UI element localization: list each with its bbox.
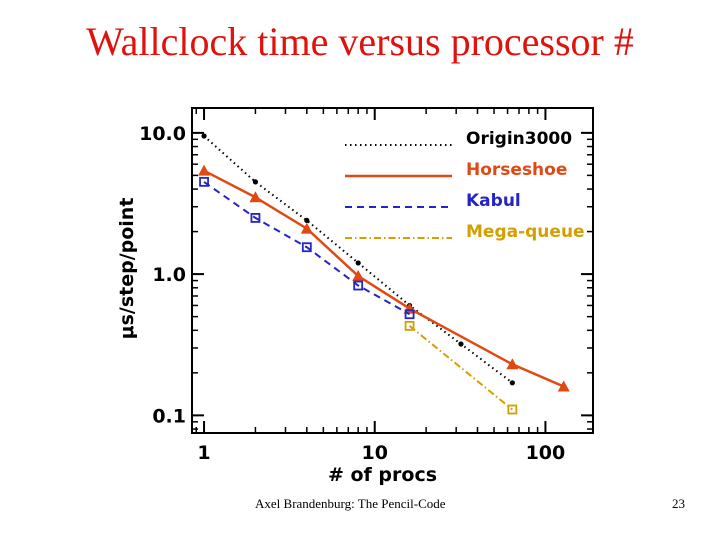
- x-tick-label: 1: [197, 442, 210, 464]
- series-point: [252, 179, 259, 185]
- y-axis-label: μs/step/point: [116, 198, 138, 340]
- series-point: [557, 380, 570, 392]
- y-tick-label: 10.0: [139, 123, 186, 145]
- slide-title: Wallclock time versus processor #: [86, 19, 634, 64]
- series-point: [300, 222, 313, 234]
- series-kabul: [199, 176, 415, 320]
- x-axis-label: # of procs: [328, 464, 437, 486]
- series-mega-queue: [404, 320, 518, 415]
- series-point: [355, 260, 361, 266]
- series-point: [507, 404, 518, 415]
- legend-label: Origin3000: [466, 129, 572, 149]
- plot-series: [198, 133, 570, 415]
- plot-axes: 1 10 100 0.1 1.0 10.0 # of procs μs/step/point: [116, 107, 594, 486]
- x-tick-label: 10: [362, 442, 388, 464]
- y-tick-label: 1.0: [152, 264, 186, 286]
- series-point: [506, 358, 519, 370]
- legend-label: Horseshoe: [466, 160, 567, 180]
- series-point: [198, 164, 211, 176]
- footer-caption: Axel Brandenburg: The Pencil-Code: [255, 496, 446, 511]
- legend-label: Mega-queue: [466, 222, 585, 242]
- legend-label: Kabul: [466, 191, 521, 211]
- legend: Origin3000 Horseshoe Kabul Mega-queue: [345, 129, 585, 242]
- series-point: [250, 213, 261, 223]
- series-point: [199, 176, 209, 187]
- series-line: [408, 325, 513, 411]
- series-point: [201, 133, 207, 139]
- y-tick-label: 0.1: [152, 405, 186, 427]
- plot-frame: [191, 107, 594, 434]
- series-origin3000: [201, 133, 515, 386]
- series-point: [304, 217, 310, 224]
- series-point: [353, 280, 364, 291]
- series-point: [352, 269, 365, 281]
- series-point: [458, 341, 464, 347]
- series-line: [203, 181, 411, 316]
- series-point: [404, 320, 415, 331]
- x-tick-label: 100: [526, 442, 566, 464]
- series-point: [249, 191, 262, 203]
- page-number: 23: [672, 496, 685, 511]
- series-point: [301, 242, 312, 253]
- series-point: [404, 309, 415, 320]
- series-point: [509, 380, 515, 386]
